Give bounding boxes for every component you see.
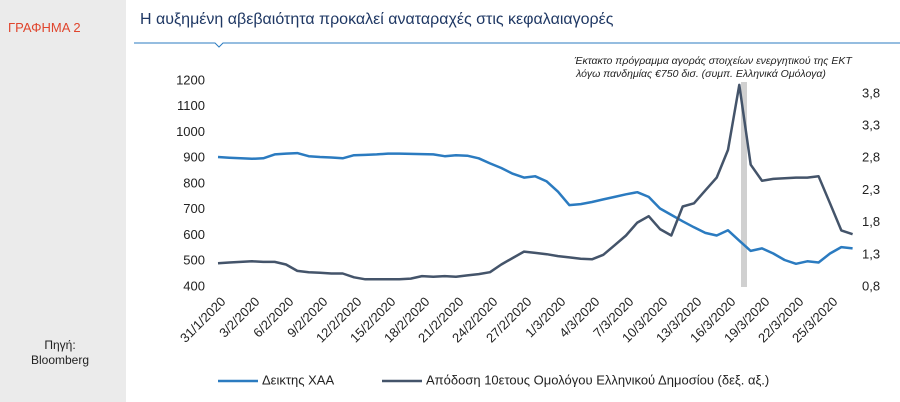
chart-title: Η αυξημένη αβεβαιότητα προκαλεί αναταραχ…: [140, 11, 614, 28]
y2-tick-label: 1,8: [862, 214, 880, 229]
y-tick-label: 1200: [176, 72, 205, 87]
y-tick-label: 700: [183, 201, 205, 216]
y-tick-label: 400: [183, 278, 205, 293]
highlight-band: [741, 82, 747, 287]
source: Πηγή: Bloomberg: [0, 338, 120, 368]
y-tick-label: 900: [183, 150, 205, 165]
y-tick-label: 600: [183, 227, 205, 242]
figure-label: ΓΡΑΦΗΜΑ 2: [8, 20, 81, 35]
y-tick-label: 500: [183, 253, 205, 268]
y2-tick-label: 2,3: [862, 182, 880, 197]
series-line: [217, 151, 853, 266]
y-tick-label: 800: [183, 175, 205, 190]
y2-tick-label: 2,8: [862, 150, 880, 165]
annotation: λόγω πανδημίας €750 δισ. (συμπ. Ελληνικά…: [575, 68, 826, 80]
y2-tick-label: 3,3: [862, 118, 880, 133]
y-tick-label: 1000: [176, 124, 205, 139]
y-tick-label: 1100: [177, 98, 205, 113]
annotation: Έκτακτο πρόγραμμα αγοράς στοιχείων ενεργ…: [574, 55, 853, 67]
sidebar: ΓΡΑΦΗΜΑ 2 Πηγή: Bloomberg: [0, 0, 126, 402]
source-label: Πηγή:: [44, 338, 76, 352]
legend-label: Δεικτης ΧΑΑ: [262, 372, 334, 387]
y2-tick-label: 3,8: [862, 85, 880, 100]
series-line: [217, 83, 853, 281]
source-name: Bloomberg: [30, 353, 90, 367]
title-rule: [134, 42, 900, 48]
y2-tick-label: 1,3: [862, 246, 880, 261]
y2-tick-label: 0,8: [862, 278, 880, 293]
legend-label: Απόδοση 10ετους Ομολόγου Ελληνικού Δημοσ…: [426, 372, 769, 387]
x-tick-label: 31/1/2020: [177, 294, 229, 346]
